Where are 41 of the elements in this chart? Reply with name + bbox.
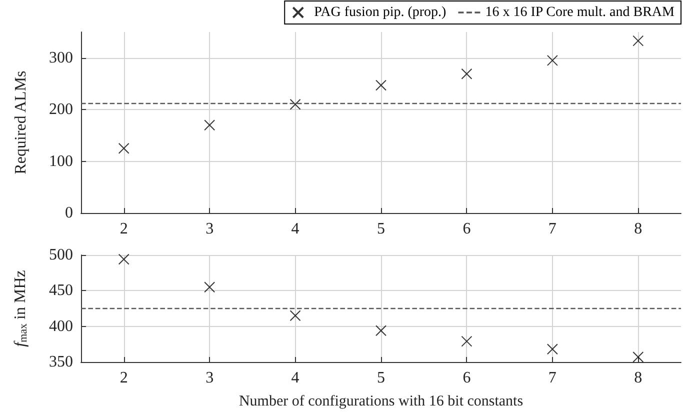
point [118, 254, 130, 265]
legend-label: 16 x 16 IP Core mult. and BRAM [485, 5, 676, 20]
y-tick-label: 450 [49, 282, 73, 300]
x-tick-label: 5 [377, 220, 385, 238]
point [290, 98, 301, 110]
x-tick-label: 5 [377, 370, 385, 386]
point [204, 120, 216, 131]
x-tick-label: 3 [206, 370, 214, 386]
x-tick-label: 4 [291, 220, 300, 238]
point [376, 325, 386, 336]
x-tick-label: 4 [291, 370, 300, 386]
point [290, 310, 301, 322]
x-tick-label: 7 [548, 220, 556, 238]
legend-label: PAG fusion pip. (prop.) [314, 5, 447, 20]
point [118, 142, 130, 154]
y-tick-label: 300 [49, 49, 73, 66]
point [376, 80, 386, 91]
x-tick-label: 2 [120, 220, 128, 238]
point [204, 282, 216, 293]
x-tick-label: 3 [206, 220, 214, 238]
point [461, 336, 472, 347]
x-axis-title: Number of configurations with 16 bit constants [238, 394, 524, 410]
y-axis-title: Required ALMs [12, 70, 30, 174]
y-tick-label: 0 [65, 204, 73, 222]
point [632, 35, 644, 46]
y-axis-title: fmax in MHz [12, 270, 30, 347]
x-tick-label: 6 [462, 220, 471, 238]
point [546, 54, 558, 66]
y-tick-label: 100 [49, 152, 73, 170]
x-tick-label: 8 [634, 220, 642, 238]
x-tick-label: 8 [634, 370, 642, 386]
y-tick-label: 350 [49, 354, 73, 370]
x-tick-label: 2 [120, 370, 128, 386]
y-tick-label: 200 [49, 101, 73, 118]
point [546, 344, 558, 355]
y-tick-label: 400 [49, 318, 73, 335]
point [461, 68, 472, 80]
x-tick-label: 7 [548, 370, 556, 386]
y-tick-label: 500 [49, 246, 73, 264]
x-tick-label: 6 [462, 370, 471, 386]
point [632, 352, 644, 363]
